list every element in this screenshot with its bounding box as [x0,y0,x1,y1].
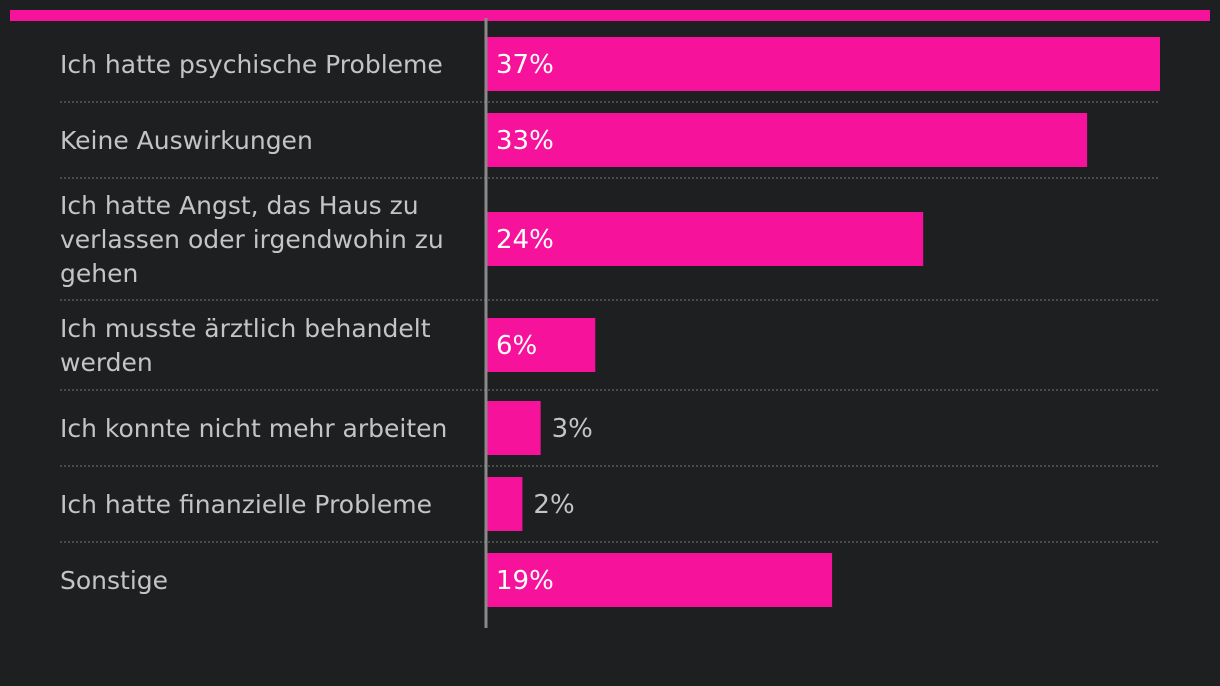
value-label-6: 2% [533,490,574,520]
accent-top-bar [10,10,1210,21]
category-label-6: Ich hatte finanzielle Probleme [60,490,432,519]
value-label-3: 24% [496,225,554,255]
bar-7 [486,553,833,607]
category-label-3: Ich hatte Angst, das Haus zu verlassen od… [60,191,444,288]
category-label-1: Ich hatte psychische Probleme [60,50,443,79]
bar-5 [486,401,541,455]
value-label-2: 33% [496,126,554,156]
value-label-1: 37% [496,50,554,80]
value-label-5: 3% [552,414,593,444]
bar-3 [486,212,924,266]
bar-4 [486,318,596,372]
category-label-4: Ich musste ärztlich behandelt werden [60,314,431,377]
category-label-2: Keine Auswirkungen [60,126,313,155]
bar-2 [486,113,1088,167]
value-label-4: 6% [496,331,537,361]
category-label-5: Ich konnte nicht mehr arbeiten [60,414,447,443]
bar-1 [486,37,1160,91]
value-label-7: 19% [496,566,554,596]
category-label-7: Sonstige [60,566,168,595]
bar-6 [486,477,523,531]
